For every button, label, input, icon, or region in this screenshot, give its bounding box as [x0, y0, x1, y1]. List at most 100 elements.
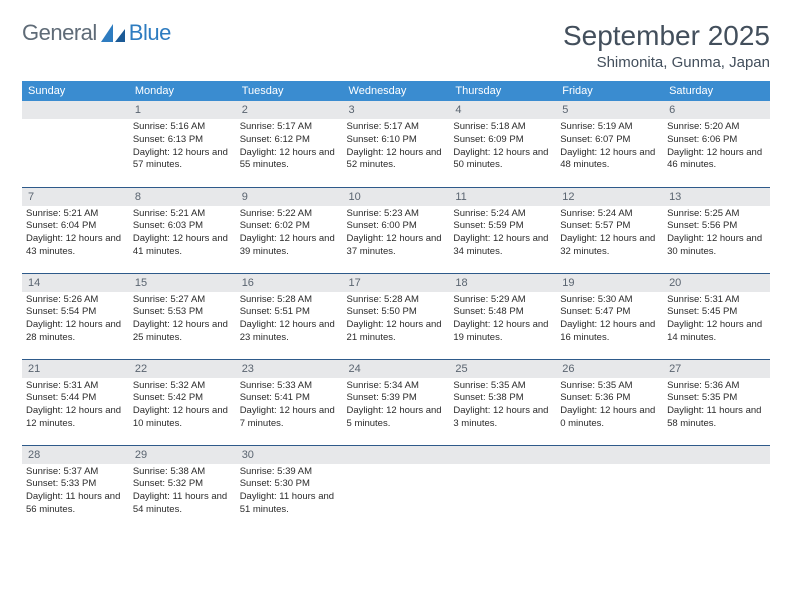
day-number: 29	[129, 446, 236, 464]
day-cell: 23Sunrise: 5:33 AMSunset: 5:41 PMDayligh…	[236, 359, 343, 445]
sunrise-text: Sunrise: 5:22 AM	[240, 208, 339, 221]
sunset-text: Sunset: 6:02 PM	[240, 220, 339, 233]
day-number	[449, 446, 556, 464]
daylight-text: Daylight: 12 hours and 37 minutes.	[347, 233, 446, 259]
sunrise-text: Sunrise: 5:25 AM	[667, 208, 766, 221]
day-number: 20	[663, 274, 770, 292]
day-cell	[343, 445, 450, 531]
weekday-header: Tuesday	[236, 81, 343, 101]
day-cell: 13Sunrise: 5:25 AMSunset: 5:56 PMDayligh…	[663, 187, 770, 273]
sail-icon	[99, 22, 127, 44]
day-details: Sunrise: 5:18 AMSunset: 6:09 PMDaylight:…	[449, 119, 556, 176]
day-details: Sunrise: 5:35 AMSunset: 5:36 PMDaylight:…	[556, 378, 663, 435]
logo-text-blue: Blue	[129, 20, 171, 46]
sunrise-text: Sunrise: 5:33 AM	[240, 380, 339, 393]
day-cell: 4Sunrise: 5:18 AMSunset: 6:09 PMDaylight…	[449, 101, 556, 187]
day-details: Sunrise: 5:19 AMSunset: 6:07 PMDaylight:…	[556, 119, 663, 176]
day-number: 30	[236, 446, 343, 464]
day-details: Sunrise: 5:39 AMSunset: 5:30 PMDaylight:…	[236, 464, 343, 521]
sunset-text: Sunset: 6:06 PM	[667, 134, 766, 147]
day-number: 10	[343, 188, 450, 206]
day-cell: 11Sunrise: 5:24 AMSunset: 5:59 PMDayligh…	[449, 187, 556, 273]
day-cell	[449, 445, 556, 531]
day-details: Sunrise: 5:34 AMSunset: 5:39 PMDaylight:…	[343, 378, 450, 435]
day-details: Sunrise: 5:29 AMSunset: 5:48 PMDaylight:…	[449, 292, 556, 349]
daylight-text: Daylight: 11 hours and 56 minutes.	[26, 491, 125, 517]
sunset-text: Sunset: 5:38 PM	[453, 392, 552, 405]
day-cell: 10Sunrise: 5:23 AMSunset: 6:00 PMDayligh…	[343, 187, 450, 273]
sunrise-text: Sunrise: 5:31 AM	[667, 294, 766, 307]
daylight-text: Daylight: 12 hours and 30 minutes.	[667, 233, 766, 259]
day-cell: 2Sunrise: 5:17 AMSunset: 6:12 PMDaylight…	[236, 101, 343, 187]
sunrise-text: Sunrise: 5:17 AM	[347, 121, 446, 134]
day-number: 17	[343, 274, 450, 292]
calendar-grid: Sunday Monday Tuesday Wednesday Thursday…	[22, 81, 770, 531]
sunrise-text: Sunrise: 5:35 AM	[453, 380, 552, 393]
daylight-text: Daylight: 12 hours and 55 minutes.	[240, 147, 339, 173]
sunrise-text: Sunrise: 5:18 AM	[453, 121, 552, 134]
day-cell: 14Sunrise: 5:26 AMSunset: 5:54 PMDayligh…	[22, 273, 129, 359]
sunrise-text: Sunrise: 5:19 AM	[560, 121, 659, 134]
day-cell: 25Sunrise: 5:35 AMSunset: 5:38 PMDayligh…	[449, 359, 556, 445]
day-number: 26	[556, 360, 663, 378]
day-cell: 19Sunrise: 5:30 AMSunset: 5:47 PMDayligh…	[556, 273, 663, 359]
sunset-text: Sunset: 5:41 PM	[240, 392, 339, 405]
day-number: 12	[556, 188, 663, 206]
day-details: Sunrise: 5:30 AMSunset: 5:47 PMDaylight:…	[556, 292, 663, 349]
sunset-text: Sunset: 6:09 PM	[453, 134, 552, 147]
day-details: Sunrise: 5:28 AMSunset: 5:50 PMDaylight:…	[343, 292, 450, 349]
sunrise-text: Sunrise: 5:36 AM	[667, 380, 766, 393]
location-label: Shimonita, Gunma, Japan	[563, 54, 770, 71]
day-cell: 7Sunrise: 5:21 AMSunset: 6:04 PMDaylight…	[22, 187, 129, 273]
sunrise-text: Sunrise: 5:21 AM	[133, 208, 232, 221]
day-cell: 15Sunrise: 5:27 AMSunset: 5:53 PMDayligh…	[129, 273, 236, 359]
sunrise-text: Sunrise: 5:28 AM	[240, 294, 339, 307]
sunset-text: Sunset: 5:32 PM	[133, 478, 232, 491]
day-cell: 16Sunrise: 5:28 AMSunset: 5:51 PMDayligh…	[236, 273, 343, 359]
sunrise-text: Sunrise: 5:28 AM	[347, 294, 446, 307]
day-cell: 18Sunrise: 5:29 AMSunset: 5:48 PMDayligh…	[449, 273, 556, 359]
day-cell: 27Sunrise: 5:36 AMSunset: 5:35 PMDayligh…	[663, 359, 770, 445]
day-details: Sunrise: 5:26 AMSunset: 5:54 PMDaylight:…	[22, 292, 129, 349]
sunset-text: Sunset: 5:35 PM	[667, 392, 766, 405]
day-number: 19	[556, 274, 663, 292]
sunrise-text: Sunrise: 5:17 AM	[240, 121, 339, 134]
day-number	[663, 446, 770, 464]
daylight-text: Daylight: 12 hours and 21 minutes.	[347, 319, 446, 345]
month-title: September 2025	[563, 20, 770, 52]
daylight-text: Daylight: 12 hours and 23 minutes.	[240, 319, 339, 345]
day-cell: 26Sunrise: 5:35 AMSunset: 5:36 PMDayligh…	[556, 359, 663, 445]
day-cell: 1Sunrise: 5:16 AMSunset: 6:13 PMDaylight…	[129, 101, 236, 187]
sunset-text: Sunset: 5:48 PM	[453, 306, 552, 319]
sunset-text: Sunset: 5:39 PM	[347, 392, 446, 405]
day-cell: 20Sunrise: 5:31 AMSunset: 5:45 PMDayligh…	[663, 273, 770, 359]
day-cell: 6Sunrise: 5:20 AMSunset: 6:06 PMDaylight…	[663, 101, 770, 187]
day-details: Sunrise: 5:20 AMSunset: 6:06 PMDaylight:…	[663, 119, 770, 176]
sunrise-text: Sunrise: 5:32 AM	[133, 380, 232, 393]
sunrise-text: Sunrise: 5:34 AM	[347, 380, 446, 393]
daylight-text: Daylight: 11 hours and 58 minutes.	[667, 405, 766, 431]
day-cell: 24Sunrise: 5:34 AMSunset: 5:39 PMDayligh…	[343, 359, 450, 445]
day-number	[556, 446, 663, 464]
day-details: Sunrise: 5:23 AMSunset: 6:00 PMDaylight:…	[343, 206, 450, 263]
day-number: 2	[236, 101, 343, 119]
sunset-text: Sunset: 5:54 PM	[26, 306, 125, 319]
daylight-text: Daylight: 12 hours and 32 minutes.	[560, 233, 659, 259]
day-number: 11	[449, 188, 556, 206]
weekday-header-row: Sunday Monday Tuesday Wednesday Thursday…	[22, 81, 770, 101]
sunset-text: Sunset: 5:51 PM	[240, 306, 339, 319]
day-cell: 22Sunrise: 5:32 AMSunset: 5:42 PMDayligh…	[129, 359, 236, 445]
daylight-text: Daylight: 12 hours and 50 minutes.	[453, 147, 552, 173]
sunset-text: Sunset: 5:36 PM	[560, 392, 659, 405]
day-cell	[663, 445, 770, 531]
daylight-text: Daylight: 11 hours and 51 minutes.	[240, 491, 339, 517]
sunrise-text: Sunrise: 5:26 AM	[26, 294, 125, 307]
day-number: 3	[343, 101, 450, 119]
day-details: Sunrise: 5:24 AMSunset: 5:59 PMDaylight:…	[449, 206, 556, 263]
day-details: Sunrise: 5:21 AMSunset: 6:04 PMDaylight:…	[22, 206, 129, 263]
logo: General Blue	[22, 20, 171, 46]
day-details: Sunrise: 5:37 AMSunset: 5:33 PMDaylight:…	[22, 464, 129, 521]
sunrise-text: Sunrise: 5:29 AM	[453, 294, 552, 307]
sunset-text: Sunset: 6:00 PM	[347, 220, 446, 233]
day-details: Sunrise: 5:31 AMSunset: 5:44 PMDaylight:…	[22, 378, 129, 435]
